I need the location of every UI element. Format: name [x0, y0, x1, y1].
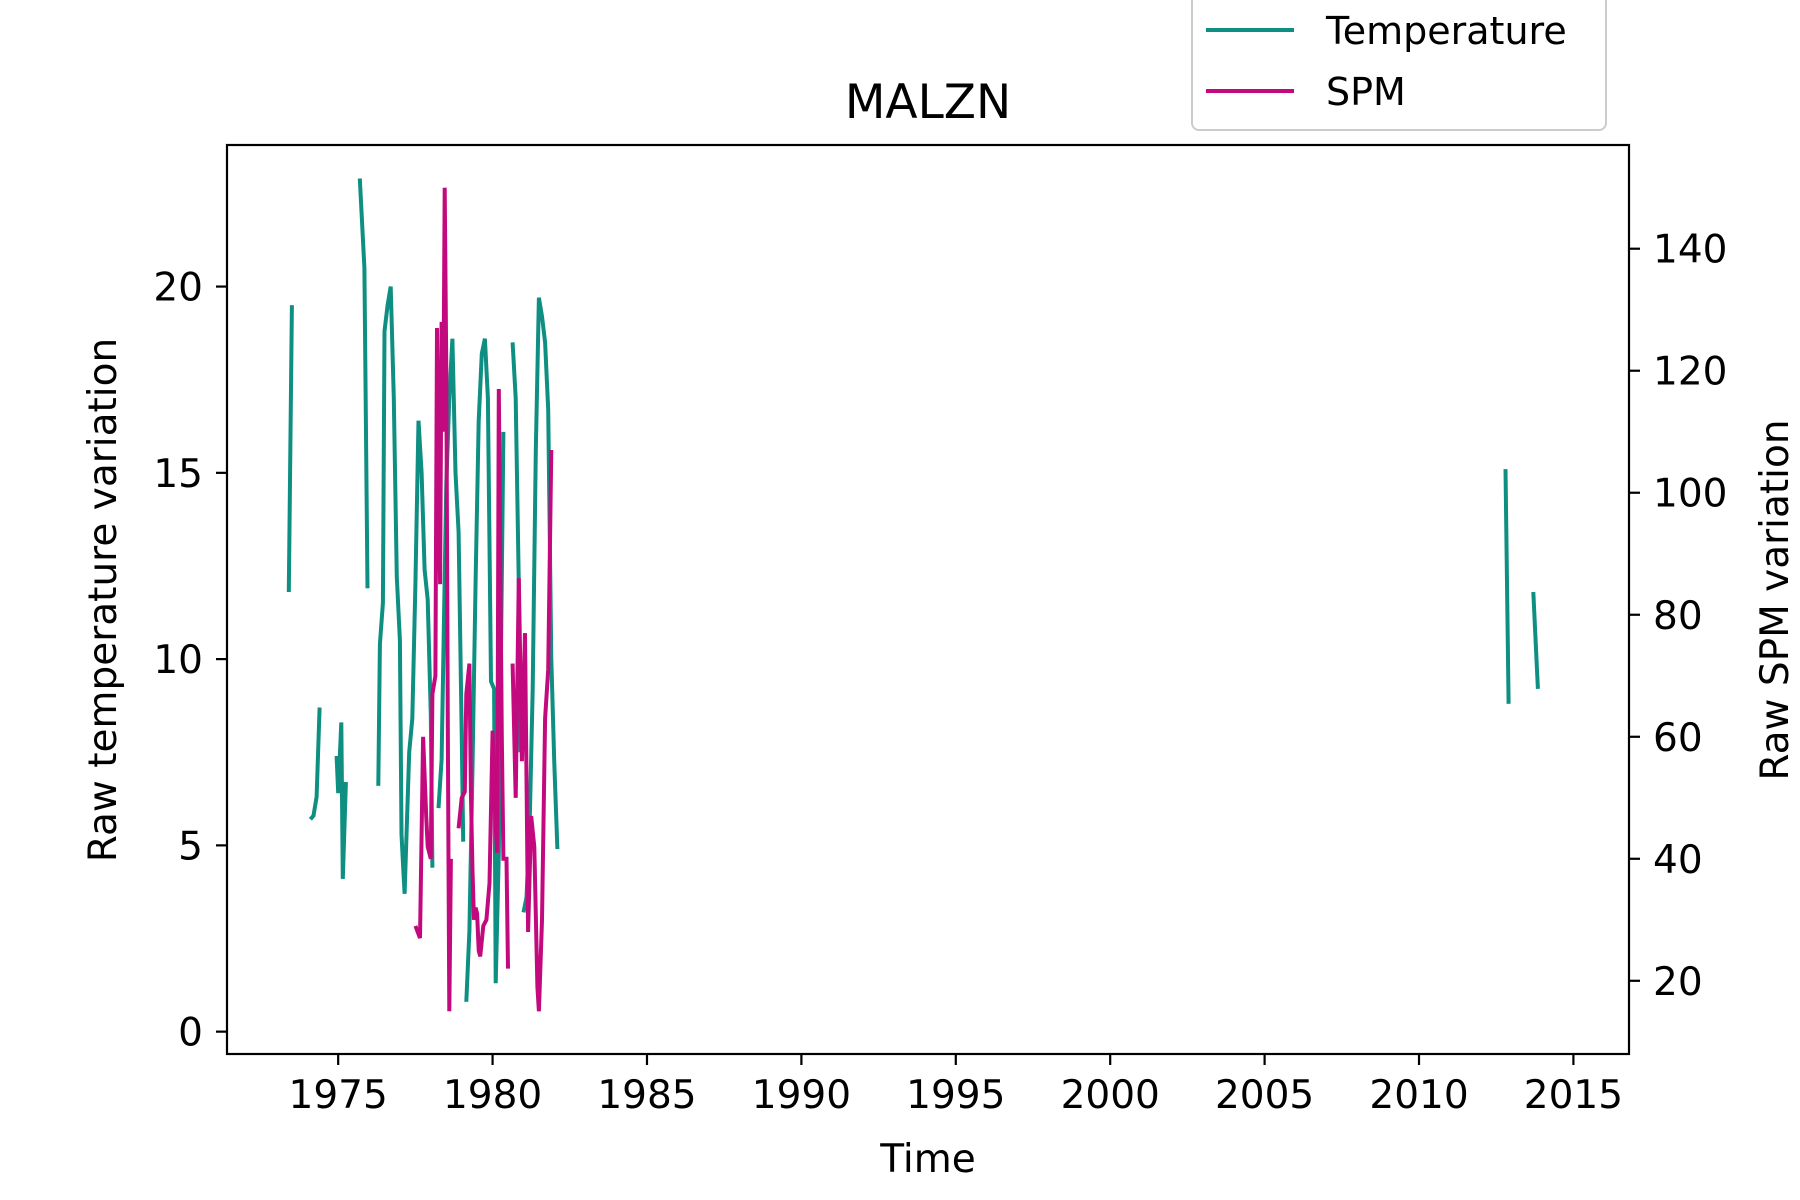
- plot-frame: [225, 143, 1631, 1056]
- series-line-temperature-segment-0: [286, 305, 294, 593]
- y2-tick-label-20: 20: [1653, 960, 1703, 1005]
- y2-tick-label-80: 80: [1653, 594, 1703, 639]
- legend: Temperature SPM: [1191, 0, 1607, 131]
- y-tick-label-5: 5: [178, 824, 203, 869]
- series-line-temperature-segment-4: [376, 286, 435, 894]
- x-tick-label-2000: 2000: [1061, 1073, 1160, 1118]
- y-tick-label-0: 0: [178, 1011, 203, 1056]
- y-tick-label-15: 15: [153, 452, 203, 497]
- legend-label-spm: SPM: [1326, 70, 1406, 114]
- series-line-spm-segment-0: [413, 187, 453, 1012]
- legend-box: [1191, 0, 1607, 131]
- series-line-spm-segment-1: [456, 388, 510, 969]
- y2-tick-label-60: 60: [1653, 716, 1703, 761]
- y2-tick-label-120: 120: [1653, 350, 1727, 395]
- series-line-spm-segment-2: [510, 449, 554, 1012]
- x-tick-label-1975: 1975: [289, 1073, 388, 1118]
- y-tick-label-20: 20: [153, 266, 203, 311]
- series-line-temperature-segment-10: [1531, 591, 1540, 689]
- series-layer: [286, 178, 1540, 1012]
- series-line-temperature-segment-3: [357, 178, 370, 589]
- x-tick-label-1985: 1985: [597, 1073, 696, 1118]
- y2-tick-label-40: 40: [1653, 838, 1703, 883]
- y-tick-label-10: 10: [153, 638, 203, 683]
- legend-label-temperature: Temperature: [1325, 9, 1567, 53]
- y-axis-label: Raw temperature variation: [81, 338, 126, 862]
- series-line-temperature-segment-5: [436, 338, 466, 842]
- chart-title: MALZN: [845, 75, 1011, 130]
- x-tick-label-2010: 2010: [1369, 1073, 1468, 1118]
- y-axis-left: 0 5 10 15 20: [153, 266, 227, 1056]
- y2-tick-label-100: 100: [1653, 472, 1727, 517]
- series-line-temperature-segment-9: [1503, 469, 1511, 704]
- x-tick-label-1980: 1980: [443, 1073, 542, 1118]
- series-line-temperature-segment-1: [308, 707, 322, 821]
- y2-tick-label-140: 140: [1653, 228, 1727, 273]
- x-axis-label: Time: [879, 1137, 975, 1182]
- series-line-temperature-segment-2: [334, 722, 348, 879]
- x-tick-label-1990: 1990: [752, 1073, 851, 1118]
- x-tick-label-2015: 2015: [1524, 1073, 1623, 1118]
- y2-axis-label: Raw SPM variation: [1753, 419, 1798, 780]
- x-axis: 1975 1980 1985 1990 1995 2000 2005 2010 2015: [289, 1054, 1623, 1118]
- x-tick-label-1995: 1995: [906, 1073, 1005, 1118]
- x-tick-label-2005: 2005: [1215, 1073, 1314, 1118]
- y-axis-right: 20 40 60 80 100 120 140: [1629, 228, 1727, 1005]
